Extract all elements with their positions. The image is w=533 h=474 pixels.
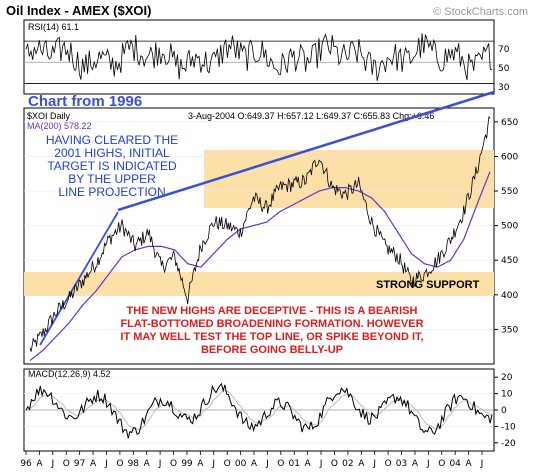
lower-trendline xyxy=(39,211,119,346)
x-tick-label: O xyxy=(277,459,284,469)
x-axis: 96 A J O 97 A J O 98 A J O 99 A J O 00 A J O 01 A J O 02 A J O 03 A J O… xyxy=(20,451,483,469)
macd-y-ticks: 20 10 0 -10 -20 xyxy=(494,373,516,449)
rsi-tick-50: 50 xyxy=(498,64,510,74)
x-tick-label: 03 xyxy=(396,459,407,469)
x-tick-label: O xyxy=(63,459,70,469)
x-tick-label: J xyxy=(480,459,484,469)
x-tick-label: J xyxy=(211,459,215,469)
x-tick-label: A xyxy=(412,459,419,469)
x-tick-label: 04 xyxy=(449,459,461,469)
price-tick-label: 600 xyxy=(501,152,518,162)
support-label: STRONG SUPPORT xyxy=(376,279,480,291)
note-blue-line-3: TARGET IS INDICATED xyxy=(47,159,177,173)
price-tick-label: 650 xyxy=(501,118,518,128)
macd-label: MACD(12,26,9) 4.52 xyxy=(28,369,111,379)
macd-line xyxy=(25,382,493,439)
note-blue-line-4: BY THE UPPER xyxy=(68,172,156,186)
price-tick-label: 500 xyxy=(501,222,518,232)
note-blue-line-5: LINE PROJECTION xyxy=(58,185,165,199)
x-tick-label: O xyxy=(116,459,123,469)
price-tick-label: 450 xyxy=(501,256,518,266)
rsi-label: RSI(14) 61.1 xyxy=(28,22,79,32)
symbol-label: $XOI Daily xyxy=(27,111,71,121)
macd-tick-label: 20 xyxy=(501,373,513,383)
x-tick-label: O xyxy=(331,459,338,469)
note-red-line-1: THE NEW HIGHS ARE DECEPTIVE - THIS IS A … xyxy=(127,305,418,317)
x-tick-label: J xyxy=(50,459,54,469)
x-tick-label: J xyxy=(158,459,162,469)
rsi-line xyxy=(25,33,493,81)
note-blue-line-2: 2001 HIGHS, INITIAL xyxy=(54,146,170,160)
x-tick-label: O xyxy=(385,459,392,469)
x-tick-label: J xyxy=(426,459,430,469)
watermark: © StockCharts.com xyxy=(433,6,528,18)
x-tick-label: A xyxy=(197,459,204,469)
price-gridlines xyxy=(24,121,494,330)
rsi-tick-70: 70 xyxy=(498,45,510,55)
price-line xyxy=(29,115,491,352)
note-blue-line-1: HAVING CLEARED THE xyxy=(46,133,178,147)
x-tick-label: 00 xyxy=(235,459,247,469)
x-tick-label: J xyxy=(372,459,376,469)
rsi-panel xyxy=(23,19,495,95)
note-red-line-2: FLAT-BOTTOMED BROADENING FORMATION. HOWE… xyxy=(120,318,423,330)
x-tick-label: A xyxy=(466,459,473,469)
x-tick-label: 96 xyxy=(20,459,32,469)
ma-label: MA(200) 578.22 xyxy=(27,121,92,131)
macd-tick-label: -10 xyxy=(501,422,516,432)
resistance-band xyxy=(204,150,494,208)
x-tick-label: O xyxy=(438,459,445,469)
price-tick-label: 350 xyxy=(501,325,518,335)
x-tick-label: A xyxy=(305,459,312,469)
macd-tick-label: -20 xyxy=(501,439,516,449)
x-tick-label: A xyxy=(90,459,97,469)
x-tick-label: O xyxy=(170,459,177,469)
ma200-line xyxy=(29,171,491,361)
x-tick-label: A xyxy=(36,459,43,469)
macd-tick-label: 10 xyxy=(501,390,513,400)
x-tick-label: 01 xyxy=(289,459,300,469)
price-tick-label: 550 xyxy=(501,187,518,197)
x-tick-label: 99 xyxy=(181,459,193,469)
x-tick-label: O xyxy=(224,459,231,469)
note-red-line-4: BEFORE GOING BELLY-UP xyxy=(201,344,343,356)
x-tick-label: A xyxy=(144,459,151,469)
macd-tick-label: 0 xyxy=(501,406,507,416)
rsi-reference-lines xyxy=(24,40,494,84)
note-red-line-3: IT MAY WELL TEST THE TOP LINE, OR SPIKE … xyxy=(120,331,423,343)
x-tick-label: 98 xyxy=(128,459,140,469)
price-y-ticks: 650 600 550 500 450 400 350 xyxy=(494,118,518,335)
x-tick-label: 02 xyxy=(342,459,353,469)
upper-trendline xyxy=(117,90,495,212)
rsi-tick-30: 30 xyxy=(498,83,510,93)
x-tick-label: J xyxy=(319,459,323,469)
x-tick-label: J xyxy=(265,459,269,469)
ohlc-readout: 3-Aug-2004 O:649.37 H:657.12 L:649.37 C:… xyxy=(188,111,434,121)
chart-title: Oil Index - AMEX ($XOI) xyxy=(6,3,151,18)
x-tick-label: J xyxy=(104,459,108,469)
x-tick-label: 97 xyxy=(74,459,85,469)
x-tick-label: A xyxy=(358,459,365,469)
chart-banner: Chart from 1996 xyxy=(28,93,142,110)
x-tick-label: A xyxy=(251,459,258,469)
price-tick-label: 400 xyxy=(501,291,518,301)
